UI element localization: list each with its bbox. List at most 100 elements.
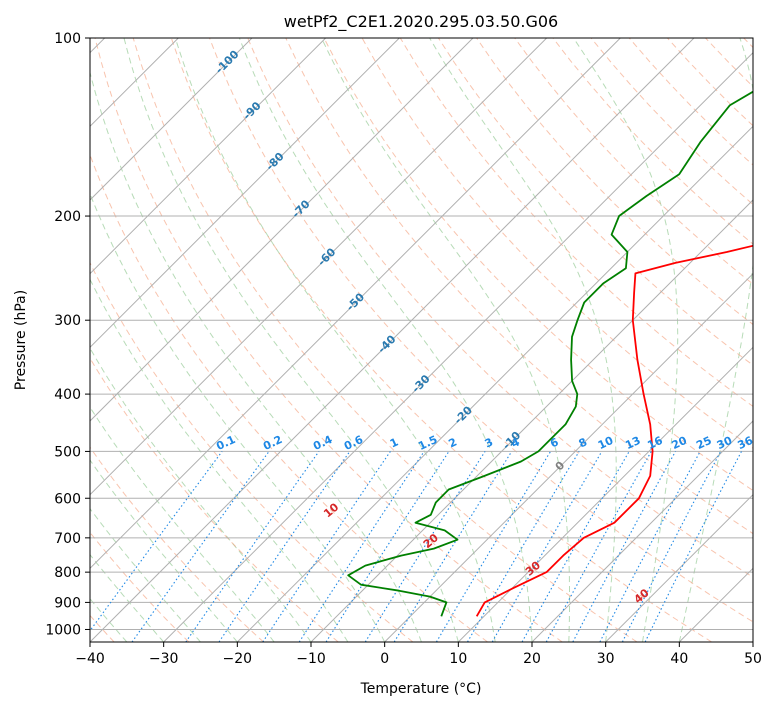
x-tick-label: 10 <box>449 651 467 667</box>
moist-adiabat-line <box>123 38 459 642</box>
isotherm-line <box>236 125 753 642</box>
isotherm-line <box>90 38 474 422</box>
x-tick-label: 0 <box>380 651 389 667</box>
isotherm-line <box>90 38 327 275</box>
chart-title: wetPf2_C2E1.2020.295.03.50.G06 <box>284 12 558 32</box>
mixing-ratio-label: 13 <box>623 434 642 452</box>
mixing-ratio-label: 25 <box>694 434 713 452</box>
x-tick-label: −40 <box>75 651 105 667</box>
moist-adiabat-line <box>90 507 201 642</box>
isotherm-line <box>163 51 753 642</box>
dry-adiabat-line <box>90 446 264 642</box>
dry-adiabat-line <box>590 38 753 206</box>
isotherm-line <box>90 38 548 496</box>
dry-adiabat-line <box>209 38 753 623</box>
mixing-ratio-line <box>621 451 722 642</box>
dry-adiabat-line <box>437 38 753 366</box>
isotherms <box>90 38 753 642</box>
moist-adiabats <box>90 38 753 642</box>
mixing-ratio-line <box>545 451 652 642</box>
isotherm-line <box>605 493 753 642</box>
dry-adiabat-line <box>552 38 753 245</box>
y-tick-label: 900 <box>54 595 81 611</box>
moist-adiabat-line <box>90 459 238 642</box>
mixing-ratio-line <box>435 451 552 642</box>
x-tick-label: −30 <box>149 651 179 667</box>
dry-adiabat-label: 20 <box>421 531 441 551</box>
mixing-ratio-line <box>644 451 742 642</box>
y-axis-title: Pressure (hPa) <box>13 290 29 390</box>
mixing-ratio-label: 36 <box>736 434 756 452</box>
isotherm-line <box>310 199 753 642</box>
mixing-ratio-lines <box>90 451 742 642</box>
mixing-ratio-label: 16 <box>645 434 665 452</box>
mixing-ratio-label: 1.5 <box>416 433 439 453</box>
y-axis: 100 200 300 400 500 600 700 800 900 1000 <box>45 31 90 638</box>
dry-adiabats <box>90 38 753 642</box>
x-tick-label: −20 <box>223 651 253 667</box>
moist-adiabat-line <box>90 553 165 642</box>
isotherm-line <box>90 38 621 570</box>
mixing-ratio-label: 20 <box>670 434 690 452</box>
moist-adiabat-line <box>90 278 349 642</box>
moist-adiabat-line <box>573 38 679 642</box>
mixing-ratio-label: 0.2 <box>261 433 284 453</box>
moist-adiabat-line <box>90 598 128 642</box>
isotherm-line <box>531 420 753 642</box>
mixing-ratio-label: 10 <box>596 434 616 452</box>
mixing-ratio-line <box>262 451 391 642</box>
mixing-ratio-label: 1 <box>388 435 400 450</box>
mixing-ratio-label: 0.6 <box>342 433 365 453</box>
moist-adiabat-line <box>90 192 386 642</box>
mixing-ratio-label: 0.4 <box>311 433 334 453</box>
dry-adiabat-label: 40 <box>632 586 652 606</box>
mixing-ratio-label: 0.1 <box>214 433 237 453</box>
y-tick-label: 500 <box>54 444 81 460</box>
dry-adiabat-line <box>170 38 712 642</box>
mixing-ratio-line <box>393 451 513 642</box>
moist-adiabat-line <box>429 38 617 642</box>
x-axis-title: Temperature (°C) <box>360 681 482 697</box>
isotherm-line <box>90 38 400 349</box>
mixing-ratio-line <box>467 451 580 642</box>
x-tick-label: −10 <box>296 651 326 667</box>
mixing-ratio-line <box>572 451 676 642</box>
moist-adiabat-line <box>90 70 422 642</box>
dry-adiabat-line <box>90 261 414 642</box>
isobar-gridlines <box>90 38 753 630</box>
x-tick-label: 30 <box>597 651 615 667</box>
mixing-ratio-line <box>325 451 450 642</box>
y-tick-label: 700 <box>54 531 81 547</box>
mixing-ratio-line <box>131 451 270 642</box>
isotherm-line <box>90 38 253 201</box>
x-tick-label: 20 <box>523 651 541 667</box>
moist-adiabat-line <box>678 38 753 642</box>
moist-adiabat-line <box>321 38 571 642</box>
isotherm-line <box>90 38 695 642</box>
mixing-ratio-line <box>599 451 701 642</box>
profile-series <box>347 90 753 617</box>
dry-adiabat-line <box>476 38 753 326</box>
plot-frame <box>89 37 754 643</box>
dry-adiabat-line <box>705 38 753 88</box>
dry-adiabat-line <box>743 38 753 49</box>
y-tick-label: 800 <box>54 565 81 581</box>
y-tick-label: 200 <box>54 209 81 225</box>
mixing-ratio-line <box>521 451 630 642</box>
y-tick-label: 1000 <box>45 622 81 638</box>
y-tick-label: 300 <box>54 313 81 329</box>
dewpoint-profile-line <box>347 90 753 617</box>
moist-adiabat-line <box>90 347 312 642</box>
x-tick-label: 50 <box>744 651 762 667</box>
y-tick-label: 100 <box>54 31 81 47</box>
isotherm-line <box>752 641 753 642</box>
mixing-ratio-label: 30 <box>715 434 735 452</box>
isotherm-line <box>678 567 753 642</box>
dry-adiabat-line <box>285 38 753 535</box>
moist-adiabat-line <box>238 38 533 642</box>
isotherm-line <box>384 272 753 642</box>
mixing-ratio-label: 3 <box>483 435 495 450</box>
moist-adiabat-line <box>90 406 275 642</box>
dry-adiabat-line <box>247 38 753 578</box>
